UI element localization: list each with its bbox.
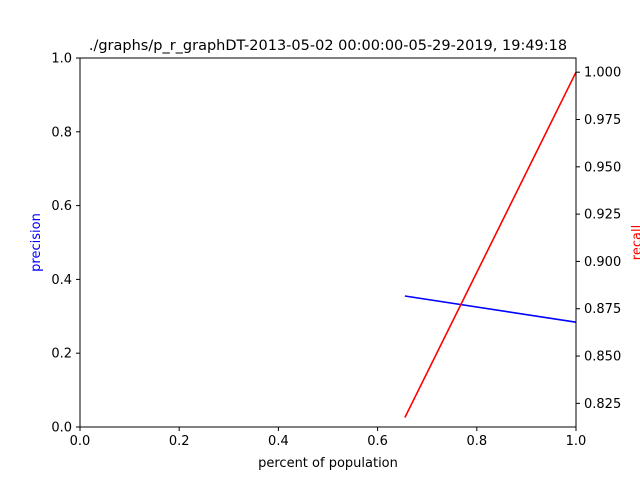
x-tick-label: 0.8	[466, 434, 487, 449]
left-y-tick-label: 1.0	[51, 52, 72, 67]
left-y-axis-label: precision	[29, 213, 44, 272]
right-y-tick-label: 0.925	[584, 208, 621, 223]
right-y-tick-label: 0.875	[584, 302, 621, 317]
right-y-tick-label: 0.825	[584, 397, 621, 412]
left-y-tick-label: 0.2	[51, 347, 72, 362]
plot-frame	[79, 57, 577, 428]
x-tick-label: 1.0	[566, 434, 587, 449]
series-lines	[404, 71, 577, 418]
precision-line	[404, 295, 577, 323]
chart-title: ./graphs/p_r_graphDT-2013-05-02 00:00:00…	[89, 38, 567, 54]
x-axis-label: percent of population	[258, 456, 398, 471]
left-y-tick-label: 0.8	[51, 125, 72, 140]
plot-area	[80, 58, 576, 427]
x-tick-label: 0.2	[169, 434, 190, 449]
left-y-tick-label: 0.6	[51, 199, 72, 214]
right-y-tick-label: 0.975	[584, 113, 621, 128]
right-y-axis: 0.825 0.850 0.875 0.900 0.925 0.950 0.975 1.000	[576, 66, 621, 412]
x-tick-label: 0.0	[70, 434, 91, 449]
left-y-tick-label: 0.4	[51, 273, 72, 288]
right-y-tick-label: 1.000	[584, 66, 621, 81]
right-y-tick-label: 0.850	[584, 350, 621, 365]
recall-line	[404, 71, 577, 418]
right-y-tick-label: 0.950	[584, 160, 621, 175]
right-y-tick-label: 0.900	[584, 255, 621, 270]
x-tick-label: 0.4	[268, 434, 289, 449]
left-y-axis: 0.0 0.2 0.4 0.6 0.8 1.0	[51, 52, 80, 436]
x-axis: 0.0 0.2 0.4 0.6 0.8 1.0	[70, 427, 587, 449]
x-tick-label: 0.6	[367, 434, 388, 449]
right-y-axis-label: recall	[630, 225, 640, 260]
left-y-tick-label: 0.0	[51, 421, 72, 436]
